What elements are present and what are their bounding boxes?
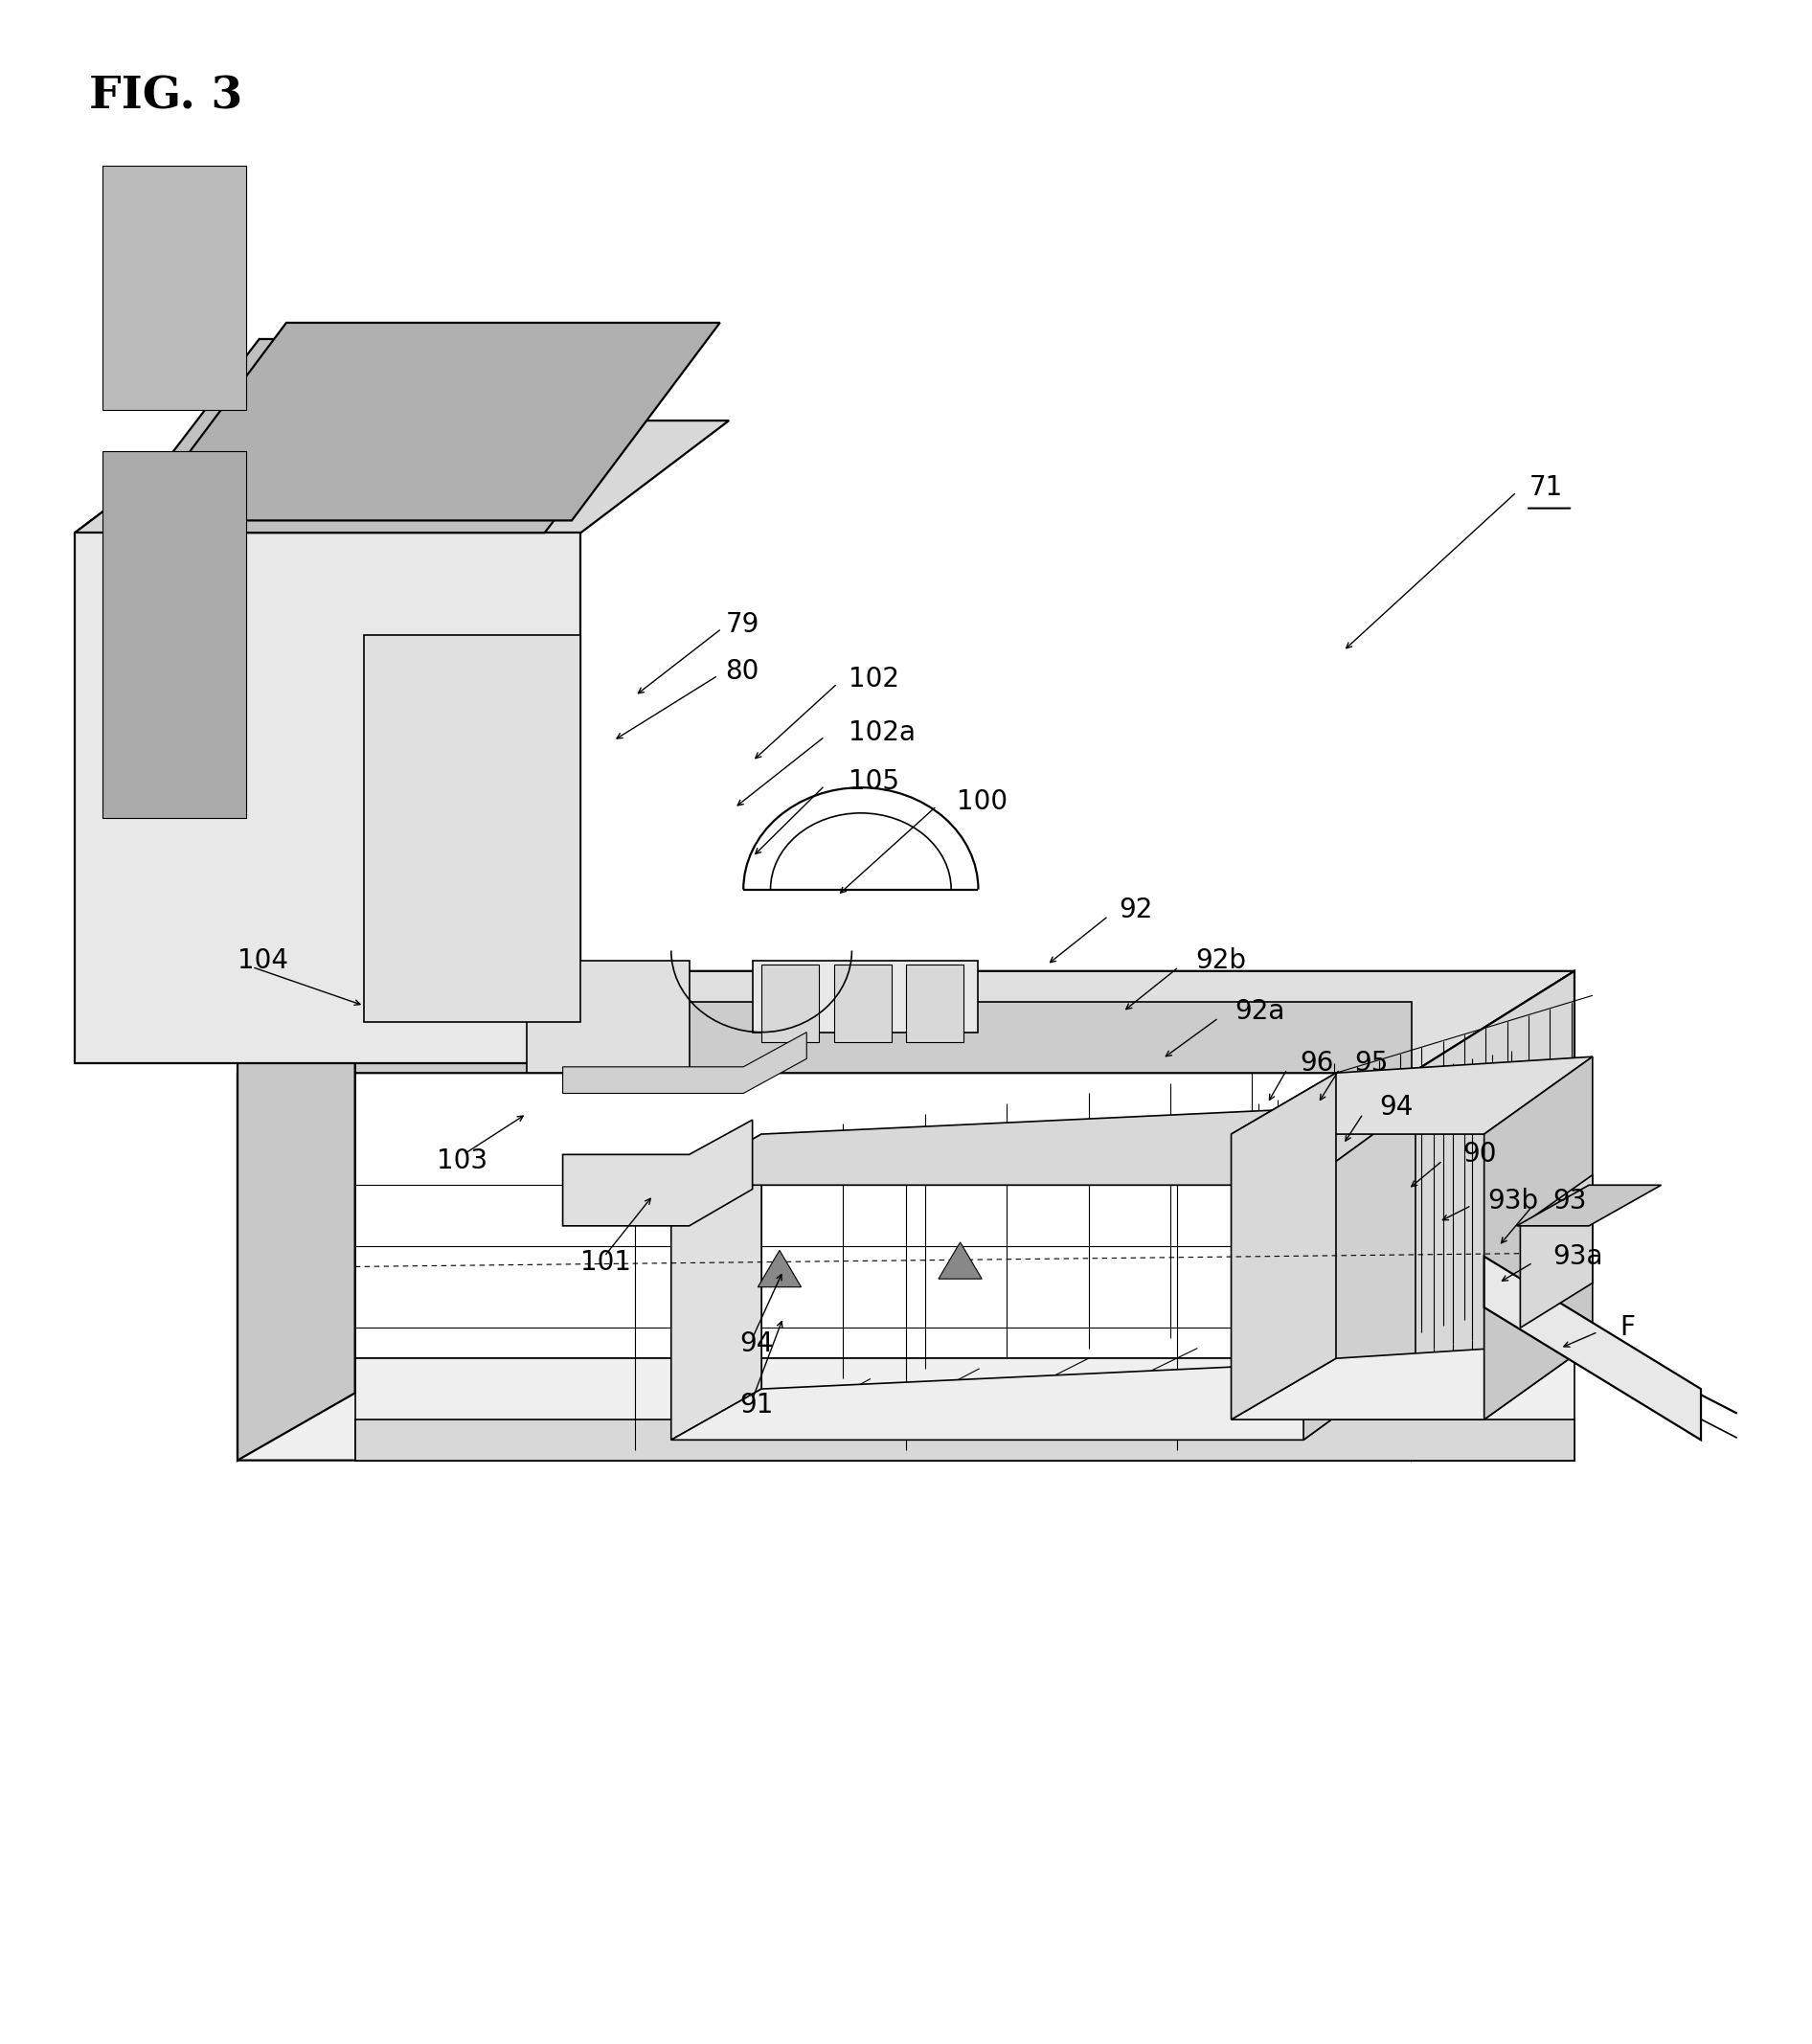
Polygon shape bbox=[939, 1243, 982, 1280]
Text: 100: 100 bbox=[957, 789, 1007, 816]
Polygon shape bbox=[1412, 971, 1575, 1459]
Text: 90: 90 bbox=[1462, 1141, 1497, 1167]
Polygon shape bbox=[752, 961, 978, 1032]
Polygon shape bbox=[527, 961, 689, 1073]
Polygon shape bbox=[906, 965, 964, 1042]
Polygon shape bbox=[237, 971, 1575, 1073]
Polygon shape bbox=[138, 323, 719, 521]
Polygon shape bbox=[1230, 1057, 1593, 1134]
Text: 104: 104 bbox=[237, 948, 288, 975]
Text: 96: 96 bbox=[1299, 1049, 1334, 1077]
Polygon shape bbox=[1303, 1104, 1415, 1439]
Polygon shape bbox=[1230, 1343, 1593, 1419]
Text: F: F bbox=[1620, 1314, 1634, 1341]
Text: 92b: 92b bbox=[1196, 948, 1247, 975]
Polygon shape bbox=[564, 1120, 752, 1226]
Polygon shape bbox=[1484, 1057, 1593, 1419]
Text: 93b: 93b bbox=[1488, 1188, 1538, 1214]
Polygon shape bbox=[670, 1134, 761, 1439]
Polygon shape bbox=[564, 1032, 806, 1094]
Text: 79: 79 bbox=[725, 611, 759, 638]
Polygon shape bbox=[670, 1359, 1415, 1439]
Text: 93: 93 bbox=[1553, 1188, 1587, 1214]
Text: 105: 105 bbox=[848, 769, 899, 795]
Polygon shape bbox=[355, 1359, 1575, 1459]
Text: 92: 92 bbox=[1120, 897, 1152, 924]
Text: 71: 71 bbox=[1529, 474, 1564, 501]
Polygon shape bbox=[237, 1359, 1575, 1459]
Text: 91: 91 bbox=[739, 1392, 774, 1419]
Text: 94: 94 bbox=[739, 1331, 774, 1357]
Polygon shape bbox=[355, 1002, 1412, 1073]
Polygon shape bbox=[1517, 1186, 1662, 1226]
Polygon shape bbox=[1520, 1175, 1593, 1329]
Polygon shape bbox=[101, 452, 246, 818]
Text: 101: 101 bbox=[582, 1249, 632, 1275]
Polygon shape bbox=[237, 1002, 355, 1459]
Polygon shape bbox=[111, 339, 692, 533]
Text: 94: 94 bbox=[1379, 1094, 1413, 1120]
Text: 93a: 93a bbox=[1553, 1243, 1604, 1269]
Polygon shape bbox=[74, 533, 582, 1063]
Text: 102a: 102a bbox=[848, 719, 915, 746]
Polygon shape bbox=[74, 421, 728, 533]
Text: 103: 103 bbox=[437, 1147, 487, 1173]
Text: 80: 80 bbox=[725, 658, 759, 685]
Polygon shape bbox=[1484, 1257, 1701, 1439]
Text: 95: 95 bbox=[1354, 1049, 1388, 1077]
Polygon shape bbox=[355, 1419, 1575, 1459]
Polygon shape bbox=[670, 1104, 1415, 1186]
Polygon shape bbox=[237, 991, 355, 1459]
Polygon shape bbox=[1230, 1073, 1335, 1419]
Text: 102: 102 bbox=[848, 666, 899, 693]
Polygon shape bbox=[74, 421, 223, 1063]
Polygon shape bbox=[364, 634, 582, 1022]
Polygon shape bbox=[757, 1251, 801, 1288]
Polygon shape bbox=[101, 166, 246, 411]
Text: FIG. 3: FIG. 3 bbox=[89, 74, 243, 119]
Polygon shape bbox=[761, 965, 819, 1042]
Text: 92a: 92a bbox=[1234, 997, 1285, 1026]
Polygon shape bbox=[834, 965, 892, 1042]
